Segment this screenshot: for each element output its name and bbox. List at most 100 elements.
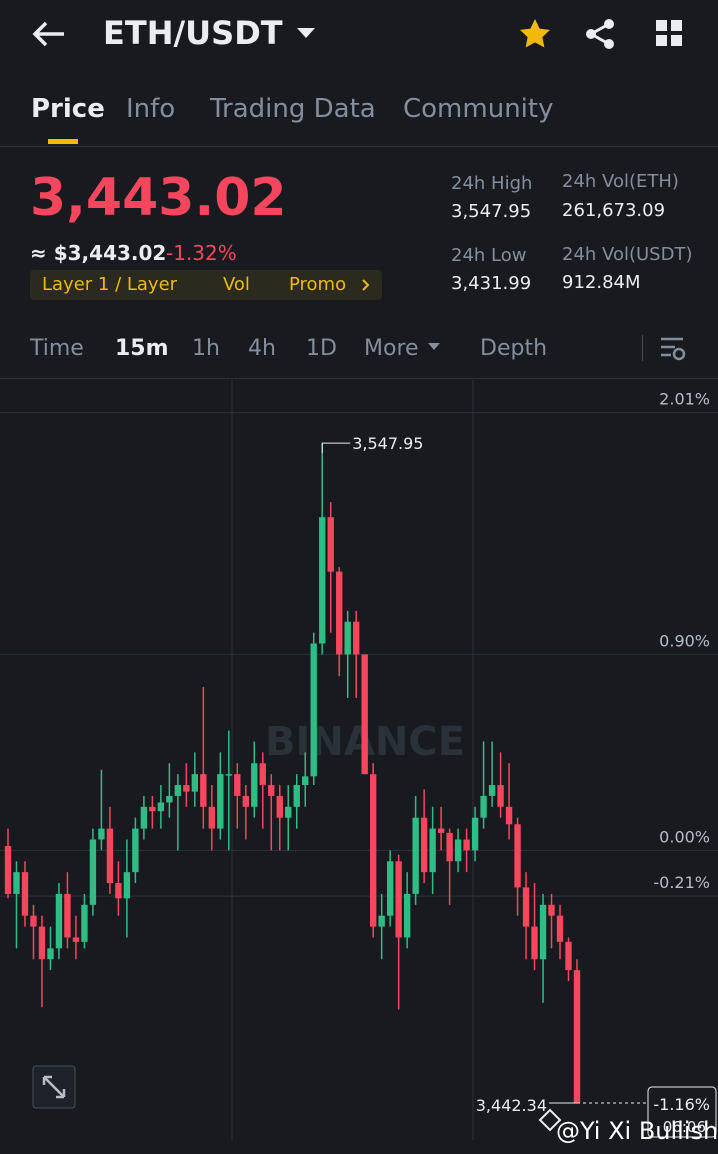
candle-body — [98, 828, 105, 840]
last-price-box — [647, 1086, 717, 1138]
last-price-time: 06:06 — [663, 1118, 706, 1136]
tag-bar[interactable] — [30, 270, 382, 300]
stat-label: 24h High — [451, 173, 533, 194]
candle-body — [72, 937, 80, 942]
candle-body — [302, 776, 309, 786]
candle-body — [132, 828, 139, 873]
y-tick-label: 0.90% — [659, 631, 710, 650]
stat-value: 3,547.95 — [451, 201, 532, 222]
stat-label: 24h Low — [451, 245, 527, 266]
interval[interactable]: 15m — [115, 336, 169, 361]
interval[interactable]: 4h — [248, 336, 276, 361]
candle-body — [471, 817, 479, 851]
y-tick-label: 0.00% — [659, 827, 710, 846]
grid-menu[interactable] — [655, 19, 685, 49]
divider — [0, 378, 718, 379]
candle-body — [497, 785, 504, 807]
candle-body — [522, 887, 530, 927]
candle-body — [505, 806, 513, 825]
candle-body — [437, 828, 445, 833]
candle-body — [259, 763, 266, 786]
stat-label: 24h Vol(USDT) — [562, 244, 693, 265]
interval[interactable]: 1D — [306, 336, 337, 361]
candle-body — [344, 621, 351, 655]
candle-body — [319, 517, 326, 644]
tag[interactable]: Promo — [289, 274, 347, 295]
candle-body — [64, 893, 71, 938]
candle-body — [208, 806, 216, 829]
candle-body — [463, 839, 470, 851]
credit: @Yi Xi Bullish — [556, 1117, 718, 1145]
candle-body — [336, 571, 343, 655]
candle-body — [531, 926, 538, 960]
divider — [0, 146, 718, 147]
candle-body — [191, 774, 199, 792]
candle-body — [353, 621, 360, 655]
tab[interactable]: Info — [126, 94, 176, 124]
candle-body — [157, 802, 165, 812]
candle-body — [174, 785, 182, 796]
tag[interactable]: Layer 1 / Layer — [42, 274, 178, 295]
candle-body — [446, 832, 453, 862]
chart-settings[interactable] — [659, 336, 687, 362]
candle-body — [47, 948, 54, 960]
candle-body — [225, 774, 232, 776]
candle-body — [573, 970, 581, 1103]
candle-body — [55, 893, 63, 949]
candle-body — [361, 654, 368, 775]
interval[interactable]: 1h — [192, 336, 220, 361]
candle-body — [556, 915, 564, 942]
y-tick-label: 2.01% — [659, 390, 710, 409]
candle-body — [539, 904, 547, 960]
pair-dropdown[interactable] — [296, 26, 316, 40]
candle-body — [488, 785, 496, 796]
candle-body — [327, 517, 334, 572]
candle-body — [217, 774, 224, 829]
candle-body — [4, 846, 12, 894]
candle-body — [21, 872, 29, 916]
share-button[interactable] — [583, 17, 617, 51]
candle-body — [140, 806, 148, 829]
candle-body — [293, 785, 300, 807]
low-label: 3,442.34 — [476, 1096, 547, 1115]
candle-body — [200, 774, 207, 807]
pair-title[interactable]: ETH/USDT — [103, 14, 283, 52]
candle-body — [395, 861, 402, 938]
candle-body — [242, 795, 249, 807]
tag[interactable]: Vol — [223, 274, 250, 295]
interval[interactable]: Depth — [480, 336, 548, 361]
candle-body — [378, 915, 385, 927]
candle-body — [166, 795, 173, 803]
price-change: -1.32% — [166, 241, 237, 265]
candle-body — [386, 861, 394, 916]
last-price: 3,443.02 — [30, 168, 287, 228]
tab[interactable]: Trading Data — [210, 94, 376, 124]
tab[interactable]: Community — [403, 94, 554, 124]
candle-body — [268, 785, 275, 796]
fullscreen-button[interactable] — [32, 1065, 76, 1109]
candle-body — [480, 795, 487, 818]
stat-label: 24h Vol(ETH) — [562, 171, 679, 192]
high-label: 3,547.95 — [352, 434, 423, 453]
candle-body — [38, 926, 46, 960]
candle-body — [89, 839, 97, 905]
candle-body — [565, 941, 572, 971]
interval[interactable]: More — [364, 336, 419, 361]
candle-body — [30, 915, 37, 927]
candle-body — [234, 774, 241, 796]
stat-value: 3,431.99 — [451, 273, 532, 294]
candle-body — [106, 828, 114, 884]
candle-body — [310, 643, 317, 777]
back-button[interactable] — [30, 18, 70, 50]
interval[interactable]: Time — [30, 336, 84, 361]
tab[interactable]: Price — [31, 94, 105, 124]
candle-body — [429, 828, 436, 873]
candle-body — [420, 817, 428, 873]
more-dropdown — [428, 343, 440, 350]
fiat-price: ≈ $3,443.02 — [30, 241, 167, 265]
high-marker — [321, 442, 351, 454]
favorite-star[interactable] — [518, 17, 552, 51]
candle-body — [412, 817, 419, 894]
